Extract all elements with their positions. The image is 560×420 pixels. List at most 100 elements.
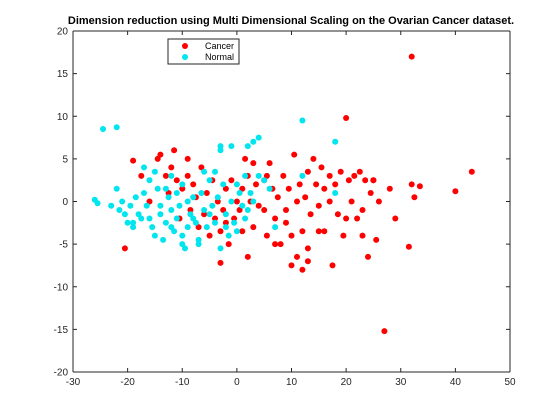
point-normal <box>121 211 128 218</box>
point-normal <box>173 190 180 196</box>
point-normal <box>203 224 210 231</box>
point-cancer <box>285 185 292 192</box>
point-normal <box>143 202 150 209</box>
x-tick-label: -20 <box>120 377 135 388</box>
point-normal <box>255 134 262 141</box>
point-cancer <box>291 151 298 158</box>
point-cancer <box>250 224 257 231</box>
point-cancer <box>304 168 311 175</box>
point-cancer <box>190 181 197 188</box>
point-cancer <box>168 164 175 171</box>
y-tick-label: 15 <box>57 69 69 80</box>
point-cancer <box>362 177 369 184</box>
point-normal <box>332 190 339 196</box>
point-cancer <box>307 211 314 218</box>
point-normal <box>184 224 191 231</box>
point-cancer <box>173 177 180 184</box>
point-normal <box>130 224 137 231</box>
point-normal <box>113 124 120 131</box>
point-cancer <box>326 172 333 179</box>
point-cancer <box>206 232 213 239</box>
point-cancer <box>162 172 169 179</box>
point-cancer <box>304 245 311 252</box>
point-normal <box>195 236 202 243</box>
point-cancer <box>201 211 208 218</box>
point-cancer <box>348 198 355 205</box>
point-normal <box>179 241 186 248</box>
point-normal <box>190 194 197 201</box>
x-tick-label: -30 <box>66 377 81 388</box>
point-normal <box>190 215 197 222</box>
point-normal <box>212 219 218 226</box>
point-normal <box>179 181 186 188</box>
point-cancer <box>244 253 251 260</box>
point-cancer <box>343 115 350 121</box>
point-normal <box>138 215 145 222</box>
point-cancer <box>195 224 202 231</box>
point-cancer <box>288 262 295 269</box>
y-tick-label: -20 <box>54 368 69 379</box>
point-normal <box>157 202 164 209</box>
y-tick-label: 0 <box>62 197 68 208</box>
x-tick-label: 40 <box>450 377 462 388</box>
point-normal <box>173 215 180 222</box>
point-cancer <box>138 172 145 179</box>
point-normal <box>266 185 273 192</box>
point-cancer <box>222 185 229 192</box>
point-cancer <box>225 241 232 248</box>
legend-label-cancer: Cancer <box>205 41 234 51</box>
point-normal <box>198 190 205 196</box>
legend-label-normal: Normal <box>205 52 234 62</box>
point-cancer <box>337 168 344 175</box>
point-normal <box>195 241 202 248</box>
point-cancer <box>130 157 137 164</box>
point-normal <box>162 219 169 226</box>
point-cancer <box>405 243 412 250</box>
point-cancer <box>411 194 418 201</box>
point-normal <box>222 211 229 218</box>
point-cancer <box>318 164 325 171</box>
point-cancer <box>266 160 273 167</box>
point-cancer <box>329 262 336 269</box>
point-cancer <box>263 232 270 239</box>
point-normal <box>242 215 249 222</box>
point-cancer <box>356 168 363 175</box>
point-cancer <box>277 241 284 248</box>
point-normal <box>146 177 153 184</box>
point-cancer <box>214 198 221 205</box>
point-cancer <box>179 185 186 192</box>
point-cancer <box>217 259 224 266</box>
point-normal <box>179 232 186 239</box>
point-cancer <box>283 207 289 213</box>
point-normal <box>141 164 147 171</box>
point-normal <box>250 138 257 145</box>
point-cancer <box>359 232 366 239</box>
point-normal <box>239 202 246 209</box>
point-normal <box>168 172 175 179</box>
y-tick-label: -5 <box>59 240 68 251</box>
point-cancer <box>231 215 238 222</box>
point-normal <box>332 138 339 145</box>
point-cancer <box>340 232 347 239</box>
point-cancer <box>184 155 191 162</box>
point-normal <box>184 198 191 205</box>
point-cancer <box>239 228 246 235</box>
point-normal <box>231 219 238 226</box>
point-cancer <box>365 253 371 260</box>
point-cancer <box>332 181 339 188</box>
point-cancer <box>222 219 229 226</box>
point-normal <box>242 172 249 179</box>
point-cancer <box>239 185 246 192</box>
point-cancer <box>274 194 281 201</box>
point-normal <box>192 219 199 226</box>
point-normal <box>130 219 137 226</box>
point-cancer <box>304 258 311 265</box>
point-cancer <box>392 215 399 222</box>
point-normal <box>217 147 224 154</box>
point-normal <box>206 177 213 184</box>
point-normal <box>225 232 232 239</box>
point-cancer <box>315 228 322 235</box>
point-cancer <box>452 188 459 195</box>
point-normal <box>157 211 164 218</box>
